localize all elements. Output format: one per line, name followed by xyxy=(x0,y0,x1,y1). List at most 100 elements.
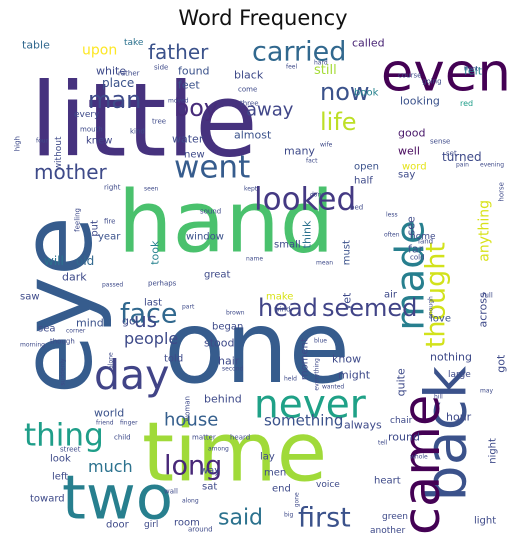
word-moment: moment xyxy=(300,338,311,380)
word-way: way xyxy=(200,466,220,477)
word-away: away xyxy=(246,100,294,121)
word-eye: eye xyxy=(14,216,114,395)
word-will: will xyxy=(44,254,64,268)
word-feeling: feeling xyxy=(73,208,81,232)
word-good: good xyxy=(398,126,425,139)
word-now: now xyxy=(320,78,370,106)
word-corner: corner xyxy=(66,328,86,335)
word-high: high xyxy=(14,136,21,151)
word-man: man xyxy=(88,86,141,114)
word-look: look xyxy=(50,454,71,465)
word-still: still xyxy=(314,63,337,78)
word-finger: finger xyxy=(120,420,138,427)
word-see: see xyxy=(404,216,417,235)
word-around: around xyxy=(188,525,213,533)
word-set: set xyxy=(446,149,457,157)
word-end: end xyxy=(272,484,291,495)
word-kept: kept xyxy=(244,186,258,193)
word-green: green xyxy=(382,512,408,522)
word-bed: bed xyxy=(350,203,363,211)
word-book: book xyxy=(354,88,379,99)
word-always: always xyxy=(344,418,382,431)
word-girl: girl xyxy=(144,520,158,530)
word-another: another xyxy=(370,526,405,536)
word-tell: tell xyxy=(378,440,388,447)
word-began: began xyxy=(212,322,243,333)
word-wind: wind xyxy=(274,305,291,313)
word-mind: mind xyxy=(76,316,104,329)
word-rather: rather xyxy=(118,69,140,77)
word-going: going xyxy=(422,77,442,85)
word-took: took xyxy=(148,240,161,265)
word-made: made xyxy=(389,220,434,331)
word-hour: hour xyxy=(446,410,472,423)
word-though: though xyxy=(50,337,75,345)
word-put: put xyxy=(90,220,101,237)
word-wanted: wanted xyxy=(322,384,344,391)
word-hand: hand xyxy=(118,172,334,272)
word-nothing: nothing xyxy=(430,350,472,363)
word-morning: morning xyxy=(20,342,45,349)
word-turned: turned xyxy=(442,150,482,164)
word-land: land xyxy=(418,237,433,245)
word-found: found xyxy=(178,64,210,77)
word-much: much xyxy=(88,457,133,476)
word-go: go xyxy=(122,314,136,327)
word-cold: cold xyxy=(410,253,425,261)
word-black: black xyxy=(234,68,264,81)
word-boy: boy xyxy=(174,94,218,122)
word-mouth: mouth xyxy=(80,125,103,133)
word-everything: everything xyxy=(314,358,321,391)
word-quite: quite xyxy=(394,368,407,396)
word-half: half xyxy=(354,176,373,187)
word-back: back xyxy=(413,366,479,501)
word-lay: lay xyxy=(260,452,275,463)
word-part: part xyxy=(182,304,195,311)
word-wife: wife xyxy=(320,142,333,149)
word-white: white xyxy=(96,64,126,77)
word-went: went xyxy=(174,150,250,186)
word-house: house xyxy=(164,410,218,431)
word-passed: passed xyxy=(102,282,123,289)
word-seen: seen xyxy=(144,186,159,193)
word-old: old xyxy=(76,254,94,268)
word-well: well xyxy=(398,144,420,157)
word-name: name xyxy=(246,256,263,263)
word-great: great xyxy=(204,270,231,281)
word-many: many xyxy=(284,144,315,157)
word-looking: looking xyxy=(400,94,440,107)
word-four: four xyxy=(36,138,49,145)
word-love: love xyxy=(430,314,451,325)
word-time: time xyxy=(142,405,327,500)
word-long: long xyxy=(164,451,222,482)
word-said: said xyxy=(218,506,263,531)
word-child: child xyxy=(114,433,131,441)
word-even: even xyxy=(381,42,511,103)
word-carried: carried xyxy=(252,37,346,68)
word-think: think xyxy=(300,220,313,248)
word-big: big xyxy=(284,512,293,519)
word-something: something xyxy=(264,411,343,429)
word-yet: yet xyxy=(340,292,353,310)
word-round: round xyxy=(388,430,420,443)
word-open: open xyxy=(354,162,379,173)
word-light: light xyxy=(474,516,496,527)
word-sat: sat xyxy=(202,482,217,493)
word-sense: sense xyxy=(430,137,450,145)
word-life: life xyxy=(320,108,357,136)
word-kind: kind xyxy=(130,127,145,135)
word-far: far xyxy=(408,242,424,255)
word-gone: gone xyxy=(294,492,301,507)
word-along: along xyxy=(182,498,199,505)
word-head: head xyxy=(258,294,318,322)
word-left: left xyxy=(52,472,68,483)
word-tree: tree xyxy=(152,117,166,125)
word-home: home xyxy=(410,232,436,242)
word-told: told xyxy=(164,354,183,365)
word-sea: sea xyxy=(38,324,56,335)
word-room: room xyxy=(174,518,200,529)
word-saw: saw xyxy=(20,292,40,303)
word-air: air xyxy=(384,290,398,301)
word-woman: woman xyxy=(183,396,191,422)
